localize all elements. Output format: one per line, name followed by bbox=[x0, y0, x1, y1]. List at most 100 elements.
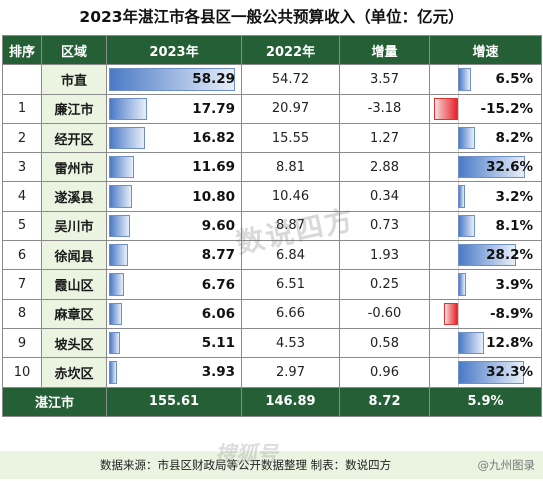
source-note: 数据来源：市县区财政局等公开数据整理 制表：数说四方 bbox=[100, 458, 392, 472]
rank-cell: 4 bbox=[2, 181, 42, 212]
region-cell: 徐闻县 bbox=[41, 240, 107, 271]
value-2023-cell: 11.69 bbox=[106, 152, 242, 183]
value-bar bbox=[109, 97, 148, 120]
region-cell: 廉江市 bbox=[41, 93, 107, 124]
growth-label: -8.9% bbox=[489, 305, 533, 322]
total-2023: 155.61 bbox=[106, 386, 242, 417]
growth-label: 8.2% bbox=[495, 130, 533, 147]
delta-cell: 0.73 bbox=[339, 210, 430, 242]
growth-cell: 32.6% bbox=[429, 152, 542, 183]
value-2023-cell: 8.77 bbox=[106, 240, 242, 271]
table-row: 2 经开区 16.82 15.55 1.27 8.2% bbox=[2, 122, 542, 154]
growth-bar bbox=[458, 68, 472, 91]
rank-cell: 9 bbox=[2, 327, 42, 359]
credit-label: @九州图录 bbox=[477, 458, 536, 472]
value-bar bbox=[109, 361, 118, 384]
value-bar bbox=[109, 302, 123, 325]
rank-cell: 1 bbox=[2, 93, 42, 124]
value-2023-cell: 17.79 bbox=[106, 93, 242, 124]
growth-cell: 12.8% bbox=[429, 327, 542, 359]
value-bar bbox=[109, 68, 235, 91]
value-2023-cell: 10.80 bbox=[106, 181, 242, 212]
header-delta: 增量 bbox=[339, 34, 430, 66]
rank-cell: 5 bbox=[2, 210, 42, 242]
value-2023-label: 17.79 bbox=[192, 100, 235, 117]
value-2023-cell: 9.60 bbox=[106, 210, 242, 242]
growth-label: 12.8% bbox=[486, 335, 533, 352]
growth-bar bbox=[458, 273, 467, 296]
value-2022-cell: 54.72 bbox=[241, 64, 340, 95]
table-row: 市直 58.29 54.72 3.57 6.5% bbox=[2, 64, 542, 95]
value-2022-cell: 20.97 bbox=[241, 93, 340, 124]
value-2023-label: 16.82 bbox=[192, 130, 235, 147]
growth-cell: -8.9% bbox=[429, 298, 542, 329]
growth-label: 3.2% bbox=[495, 188, 533, 205]
value-2022-cell: 6.84 bbox=[241, 240, 340, 271]
delta-cell: 0.58 bbox=[339, 327, 430, 359]
rank-cell: 10 bbox=[2, 357, 42, 388]
delta-cell: -0.60 bbox=[339, 298, 430, 329]
growth-label: 28.2% bbox=[486, 247, 533, 264]
region-cell: 雷州市 bbox=[41, 152, 107, 183]
region-cell: 赤坎区 bbox=[41, 357, 107, 388]
header-region: 区域 bbox=[41, 34, 107, 66]
growth-label: -15.2% bbox=[480, 100, 533, 117]
value-2023-cell: 16.82 bbox=[106, 122, 242, 154]
delta-cell: 3.57 bbox=[339, 64, 430, 95]
delta-cell: 1.27 bbox=[339, 122, 430, 154]
region-cell: 麻章区 bbox=[41, 298, 107, 329]
region-cell: 市直 bbox=[41, 64, 107, 95]
rank-cell: 8 bbox=[2, 298, 42, 329]
value-2022-cell: 2.97 bbox=[241, 357, 340, 388]
table-body: 市直 58.29 54.72 3.57 6.5% 1 廉江市 17.79 20.97 -3.18 -… bbox=[2, 64, 542, 388]
value-2022-cell: 8.81 bbox=[241, 152, 340, 183]
growth-label: 3.9% bbox=[495, 276, 533, 293]
delta-cell: 0.25 bbox=[339, 269, 430, 300]
value-bar bbox=[109, 185, 133, 208]
value-2022-cell: 10.46 bbox=[241, 181, 340, 212]
growth-cell: 8.1% bbox=[429, 210, 542, 242]
growth-axis bbox=[458, 299, 459, 328]
value-2023-label: 6.06 bbox=[201, 305, 235, 322]
delta-cell: 1.93 bbox=[339, 240, 430, 271]
rank-cell: 2 bbox=[2, 122, 42, 154]
table-row: 1 廉江市 17.79 20.97 -3.18 -15.2% bbox=[2, 93, 542, 124]
revenue-table: 排序 区域 2023年 2022年 增量 增速 市直 58.29 54.72 3.57… bbox=[2, 34, 542, 417]
value-bar bbox=[109, 126, 146, 150]
value-2023-cell: 6.06 bbox=[106, 298, 242, 329]
value-2023-label: 8.77 bbox=[201, 247, 235, 264]
growth-bar bbox=[458, 331, 485, 355]
total-row: 湛江市 155.61 146.89 8.72 5.9% bbox=[2, 386, 542, 417]
value-2022-cell: 4.53 bbox=[241, 327, 340, 359]
value-2023-cell: 58.29 bbox=[106, 64, 242, 95]
value-2023-label: 5.11 bbox=[201, 335, 235, 352]
value-2022-cell: 6.51 bbox=[241, 269, 340, 300]
growth-cell: 3.9% bbox=[429, 269, 542, 300]
region-cell: 吴川市 bbox=[41, 210, 107, 242]
rank-cell: 7 bbox=[2, 269, 42, 300]
rank-cell: 3 bbox=[2, 152, 42, 183]
rank-cell bbox=[2, 64, 42, 95]
region-cell: 坡头区 bbox=[41, 327, 107, 359]
header-2022: 2022年 bbox=[241, 34, 340, 66]
growth-label: 6.5% bbox=[495, 71, 533, 88]
table-row: 9 坡头区 5.11 4.53 0.58 12.8% bbox=[2, 327, 542, 359]
delta-cell: 0.96 bbox=[339, 357, 430, 388]
value-2023-label: 6.76 bbox=[201, 276, 235, 293]
growth-bar bbox=[458, 126, 475, 150]
table-row: 7 霞山区 6.76 6.51 0.25 3.9% bbox=[2, 269, 542, 300]
growth-cell: -15.2% bbox=[429, 93, 542, 124]
growth-cell: 3.2% bbox=[429, 181, 542, 212]
value-2023-label: 10.80 bbox=[192, 188, 235, 205]
table-row: 6 徐闻县 8.77 6.84 1.93 28.2% bbox=[2, 240, 542, 271]
delta-cell: 0.34 bbox=[339, 181, 430, 212]
value-2023-cell: 3.93 bbox=[106, 357, 242, 388]
delta-cell: -3.18 bbox=[339, 93, 430, 124]
growth-axis bbox=[458, 94, 459, 123]
header-growth: 增速 bbox=[429, 34, 542, 66]
value-2023-label: 58.29 bbox=[192, 71, 235, 88]
region-cell: 霞山区 bbox=[41, 269, 107, 300]
growth-bar bbox=[443, 302, 458, 325]
growth-bar bbox=[458, 244, 516, 267]
